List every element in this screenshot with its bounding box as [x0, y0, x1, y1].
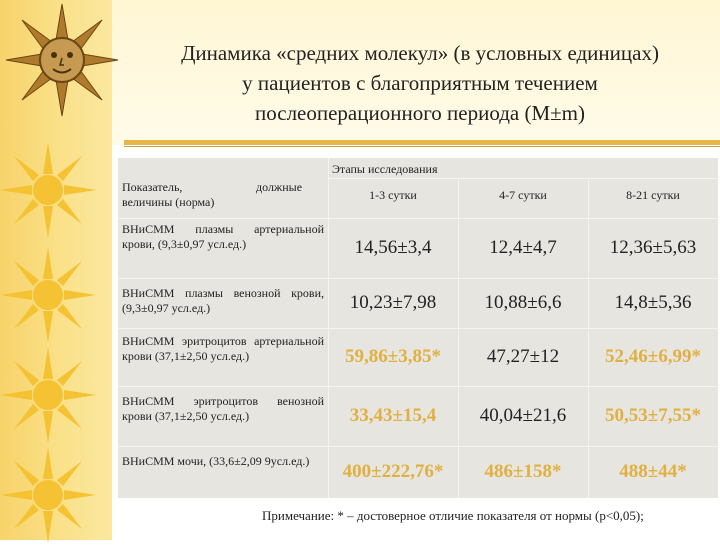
row-label: ВНиСММ плазмы венозной крови, (9,3±0,97 … [122, 286, 324, 315]
table-cell: 488±44* [619, 461, 687, 482]
slide-title: Динамика «средних молекул» (в условных е… [181, 41, 659, 125]
sun-face-icon [5, 3, 119, 117]
table-divider [588, 178, 589, 498]
table-divider [118, 218, 718, 219]
table-cell: 486±158* [484, 461, 562, 482]
table-divider [328, 178, 718, 179]
table-divider [458, 178, 459, 498]
table-cell: 59,86±3,85* [345, 346, 441, 367]
table-divider [118, 386, 718, 387]
column-header: 1-3 сутки [369, 188, 417, 202]
table-divider [118, 278, 718, 279]
corner-header-left: Показатель, величины (норма) [122, 180, 215, 209]
data-table: Этапы исследования Показатель, величины … [118, 158, 718, 498]
table-divider [118, 446, 718, 447]
table-divider [118, 328, 718, 329]
table-cell: 14,56±3,4 [354, 237, 432, 258]
title-band [112, 0, 720, 145]
sun-icon [0, 447, 96, 543]
table-cell: 33,43±15,4 [349, 405, 437, 426]
title-divider-thin [124, 146, 720, 147]
table-cell: 40,04±21,6 [479, 405, 567, 426]
sun-icon [0, 347, 96, 443]
title-divider [124, 140, 720, 145]
table-cell: 52,46±6,99* [605, 346, 701, 367]
footnote: Примечание: * – достоверное отличие пока… [262, 508, 644, 523]
row-label: ВНиСММ эритроцитов артериальной крови (3… [122, 334, 324, 363]
table-cell: 12,36±5,63 [609, 237, 697, 258]
column-header: 4-7 сутки [499, 188, 547, 202]
row-label: ВНиСММ эритроцитов венозной крови (37,1±… [122, 394, 324, 423]
table-cell: 400±222,76* [342, 461, 444, 482]
row-label: ВНиСММ плазмы артериальной крови, (9,3±0… [122, 222, 324, 251]
table-cell: 50,53±7,55* [605, 405, 701, 426]
corner-header-right: должные [256, 180, 303, 194]
table-cell: 10,23±7,98 [349, 292, 437, 313]
column-header: 8-21 сутки [626, 188, 680, 202]
sun-icon [0, 247, 96, 343]
row-label: ВНиСММ мочи, (33,6±2,09 9усл.ед.) [122, 454, 310, 468]
group-header: Этапы исследования [332, 162, 438, 176]
table-cell: 12,4±4,7 [489, 237, 557, 258]
table-cell: 10,88±6,6 [484, 292, 562, 313]
table-cell: 14,8±5,36 [614, 292, 692, 313]
sun-icon [0, 142, 96, 238]
table-cell: 47,27±12 [486, 346, 560, 367]
